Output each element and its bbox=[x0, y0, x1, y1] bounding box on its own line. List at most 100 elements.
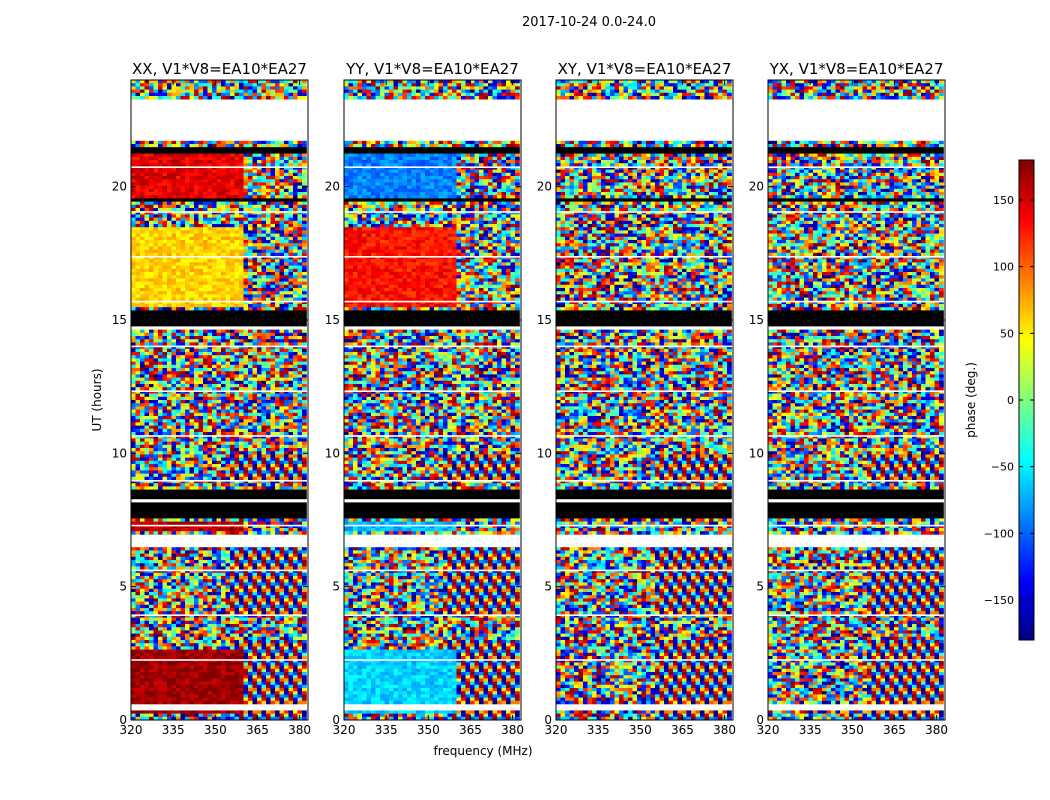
heatmap-cell bbox=[158, 218, 163, 222]
heatmap-cell bbox=[194, 144, 199, 148]
heatmap-cell bbox=[149, 147, 154, 151]
heatmap-cell bbox=[302, 90, 307, 94]
heatmap-cell bbox=[293, 86, 298, 90]
heatmap-cell bbox=[257, 163, 262, 167]
heatmap-cell bbox=[293, 176, 298, 180]
heatmap-cell bbox=[266, 170, 271, 174]
heatmap-cell bbox=[154, 80, 159, 84]
heatmap-cell bbox=[284, 147, 289, 151]
heatmap-cell bbox=[257, 198, 262, 202]
heatmap-cell bbox=[212, 221, 217, 225]
heatmap-cell bbox=[257, 218, 262, 222]
heatmap-cell bbox=[167, 93, 172, 97]
heatmap-cell bbox=[230, 144, 235, 148]
heatmap-cell bbox=[136, 176, 141, 180]
heatmap-cell bbox=[244, 144, 249, 148]
heatmap-cell bbox=[230, 221, 235, 225]
heatmap-cell bbox=[212, 141, 217, 145]
heatmap-cell bbox=[262, 173, 267, 177]
heatmap-cell bbox=[235, 141, 240, 145]
heatmap-cell bbox=[176, 83, 181, 87]
heatmap-cell bbox=[172, 208, 177, 212]
heatmap-cell bbox=[217, 179, 222, 183]
heatmap-cell bbox=[176, 221, 181, 225]
heatmap-cell bbox=[289, 141, 294, 145]
heatmap-cell bbox=[167, 163, 172, 167]
heatmap-cell bbox=[248, 147, 253, 151]
heatmap-cell bbox=[221, 160, 226, 164]
heatmap-cell bbox=[262, 157, 267, 161]
heatmap-cell bbox=[275, 176, 280, 180]
heatmap-cell bbox=[194, 221, 199, 225]
heatmap-cell bbox=[289, 96, 294, 100]
heatmap-cell bbox=[244, 160, 249, 164]
heatmap-cell bbox=[194, 173, 199, 177]
heatmap-cell bbox=[194, 80, 199, 84]
heatmap-cell bbox=[239, 86, 244, 90]
heatmap-cell bbox=[131, 208, 136, 212]
heatmap-cell bbox=[149, 189, 154, 193]
heatmap-cell bbox=[262, 144, 267, 148]
heatmap-cell bbox=[194, 157, 199, 161]
heatmap-cell bbox=[163, 160, 168, 164]
heatmap-cell bbox=[136, 202, 141, 206]
heatmap-cell bbox=[185, 179, 190, 183]
heatmap-cell bbox=[140, 202, 145, 206]
heatmap-cell bbox=[280, 186, 285, 190]
heatmap-cell bbox=[163, 83, 168, 87]
heatmap-cell bbox=[253, 205, 258, 209]
heatmap-cell bbox=[158, 80, 163, 84]
heatmap-cell bbox=[244, 186, 249, 190]
heatmap-cell bbox=[284, 157, 289, 161]
heatmap-cell bbox=[298, 147, 303, 151]
heatmap-cell bbox=[185, 214, 190, 218]
heatmap-cell bbox=[271, 163, 276, 167]
heatmap-cell bbox=[271, 192, 276, 196]
heatmap-cell bbox=[158, 179, 163, 183]
heatmap-cell bbox=[257, 90, 262, 94]
heatmap-cell bbox=[221, 150, 226, 154]
heatmap-cell bbox=[190, 147, 195, 151]
heatmap-cell bbox=[257, 157, 262, 161]
heatmap-cell bbox=[167, 218, 172, 222]
heatmap-cell bbox=[284, 176, 289, 180]
heatmap-cell bbox=[298, 90, 303, 94]
heatmap-cell bbox=[248, 173, 253, 177]
heatmap-cell bbox=[289, 202, 294, 206]
heatmap-cell bbox=[203, 86, 208, 90]
heatmap-cell bbox=[266, 163, 271, 167]
heatmap-cell bbox=[302, 141, 307, 145]
heatmap-cell bbox=[262, 93, 267, 97]
heatmap-cell bbox=[217, 214, 222, 218]
heatmap-cell bbox=[199, 179, 204, 183]
heatmap-cell bbox=[149, 221, 154, 225]
heatmap-cell bbox=[167, 154, 172, 158]
heatmap-cell bbox=[275, 208, 280, 212]
heatmap-cell bbox=[176, 86, 181, 90]
heatmap-cell bbox=[302, 208, 307, 212]
heatmap-cell bbox=[140, 186, 145, 190]
heatmap-cell bbox=[149, 198, 154, 202]
heatmap-cell bbox=[140, 182, 145, 186]
heatmap-cell bbox=[275, 214, 280, 218]
heatmap-cell bbox=[172, 173, 177, 177]
heatmap-cell bbox=[262, 182, 267, 186]
heatmap-cell bbox=[302, 93, 307, 97]
heatmap-cell bbox=[217, 195, 222, 199]
heatmap-cell bbox=[280, 93, 285, 97]
heatmap-cell bbox=[226, 144, 231, 148]
heatmap-cell bbox=[172, 163, 177, 167]
heatmap-cell bbox=[163, 182, 168, 186]
heatmap-cell bbox=[176, 150, 181, 154]
heatmap-cell bbox=[235, 144, 240, 148]
heatmap-cell bbox=[154, 163, 159, 167]
heatmap-cell bbox=[271, 214, 276, 218]
heatmap-cell bbox=[154, 182, 159, 186]
heatmap-cell bbox=[275, 163, 280, 167]
heatmap-cell bbox=[221, 186, 226, 190]
heatmap-cell bbox=[185, 205, 190, 209]
heatmap-cell bbox=[163, 141, 168, 145]
heatmap-cell bbox=[302, 157, 307, 161]
heatmap-cell bbox=[185, 154, 190, 158]
heatmap-cell bbox=[167, 179, 172, 183]
